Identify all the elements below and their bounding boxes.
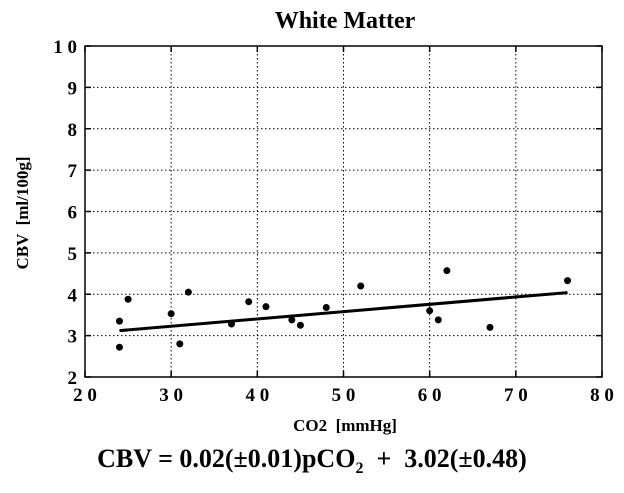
y-axis-label: CBV [ml/100g] <box>13 156 32 269</box>
data-point <box>357 282 365 290</box>
equation-right: + 3.02(±0.48) <box>363 444 527 473</box>
y-tick-label: 2 <box>68 368 78 389</box>
data-point <box>434 316 442 324</box>
data-point <box>322 303 330 311</box>
x-tick-label: 4 0 <box>245 385 269 406</box>
y-tick-label: 8 <box>68 120 78 141</box>
data-point <box>262 303 270 311</box>
y-tick-label: 3 <box>68 327 78 348</box>
data-point <box>288 316 296 324</box>
y-tick-label: 1 0 <box>53 37 77 58</box>
x-tick-label: 5 0 <box>332 385 356 406</box>
y-tick-label: 7 <box>68 161 78 182</box>
data-point <box>443 267 451 275</box>
x-tick-label: 6 0 <box>418 385 442 406</box>
data-point <box>167 310 175 318</box>
data-point <box>176 340 184 348</box>
equation-left: CBV = 0.02(±0.01)pCO <box>97 444 356 473</box>
regression-line <box>119 291 568 333</box>
data-point <box>227 320 235 328</box>
data-point <box>124 295 132 303</box>
chart-title: White Matter <box>275 8 416 34</box>
data-point <box>486 323 494 331</box>
y-tick-label: 5 <box>68 244 78 265</box>
equation-subscript: 2 <box>355 460 364 477</box>
regression-equation: CBV = 0.02(±0.01)pCO2 + 3.02(±0.48) <box>0 444 624 478</box>
x-tick-label: 3 0 <box>159 385 183 406</box>
tick-labels: 2 0 3 0 4 0 5 0 6 0 7 0 8 0 2 3 4 5 6 7 8 9 1 0 <box>53 37 614 406</box>
data-point <box>245 298 253 306</box>
grid <box>85 46 602 377</box>
y-tick-label: 9 <box>68 78 78 99</box>
y-tick-label: 6 <box>68 203 78 224</box>
data-point <box>296 321 304 329</box>
x-tick-label: 7 0 <box>504 385 528 406</box>
data-point <box>115 343 123 351</box>
data-point <box>426 307 434 315</box>
chart-svg: White Matter 2 0 3 0 4 0 5 0 6 0 7 0 8 0 2 3 4 5 6 7… <box>13 8 614 435</box>
x-tick-label: 2 0 <box>73 385 97 406</box>
data-point <box>564 277 572 285</box>
x-axis-label: CO2 [mmHg] <box>293 416 397 435</box>
data-point <box>184 288 192 296</box>
data-points <box>115 267 572 351</box>
y-tick-label: 4 <box>68 285 78 306</box>
data-point <box>115 317 123 325</box>
x-tick-label: 8 0 <box>590 385 614 406</box>
